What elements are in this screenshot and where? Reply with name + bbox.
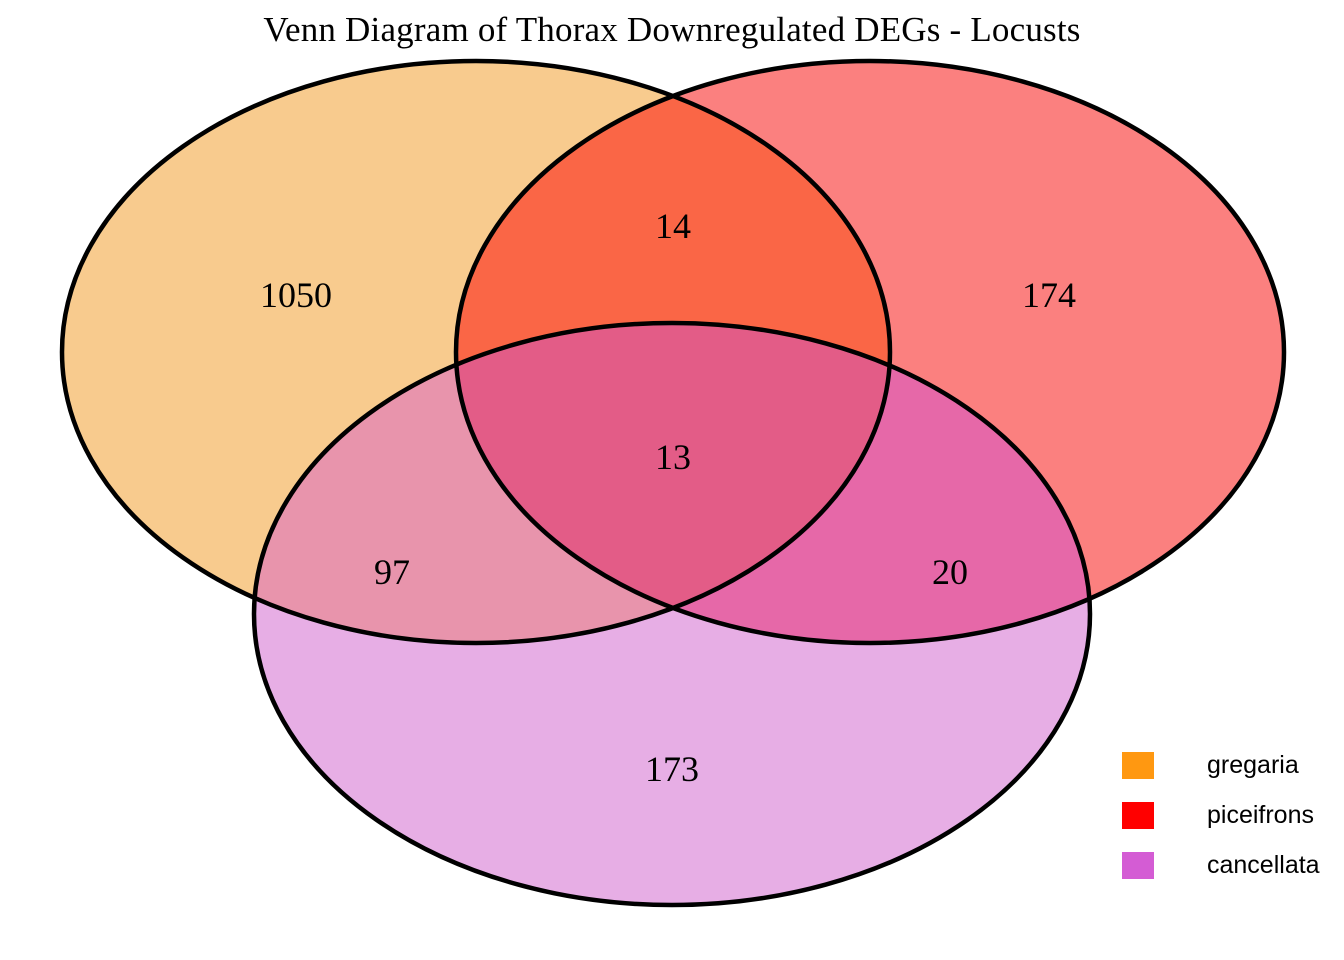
venn-count-cancellata-only: 173 [645, 749, 699, 789]
legend-item-gregaria: gregaria [1122, 740, 1342, 790]
legend: gregaria piceifrons cancellata [1122, 740, 1342, 890]
venn-ellipse-piceifrons [453, 58, 1287, 646]
legend-swatch-cancellata [1122, 851, 1154, 879]
venn-ellipse-gregaria [59, 58, 893, 646]
venn-ellipse-cancellata [251, 320, 1093, 908]
legend-label-piceifrons: piceifrons [1207, 800, 1314, 829]
venn-count-gregaria-only: 1050 [260, 275, 332, 315]
legend-swatch-gregaria [1122, 751, 1154, 779]
legend-item-piceifrons: piceifrons [1122, 790, 1342, 840]
legend-label-gregaria: gregaria [1207, 750, 1299, 779]
page-title: Venn Diagram of Thorax Downregulated DEG… [263, 10, 1081, 49]
venn-count-gregaria-piceifrons: 14 [655, 206, 691, 246]
legend-item-cancellata: cancellata [1122, 840, 1342, 890]
venn-count-piceifrons-only: 174 [1022, 275, 1076, 315]
venn-count-gregaria-cancellata: 97 [374, 552, 410, 592]
legend-label-cancellata: cancellata [1207, 850, 1320, 879]
venn-count-all-three: 13 [655, 437, 691, 477]
venn-count-piceifrons-cancellata: 20 [932, 552, 968, 592]
legend-swatch-piceifrons [1122, 801, 1154, 829]
